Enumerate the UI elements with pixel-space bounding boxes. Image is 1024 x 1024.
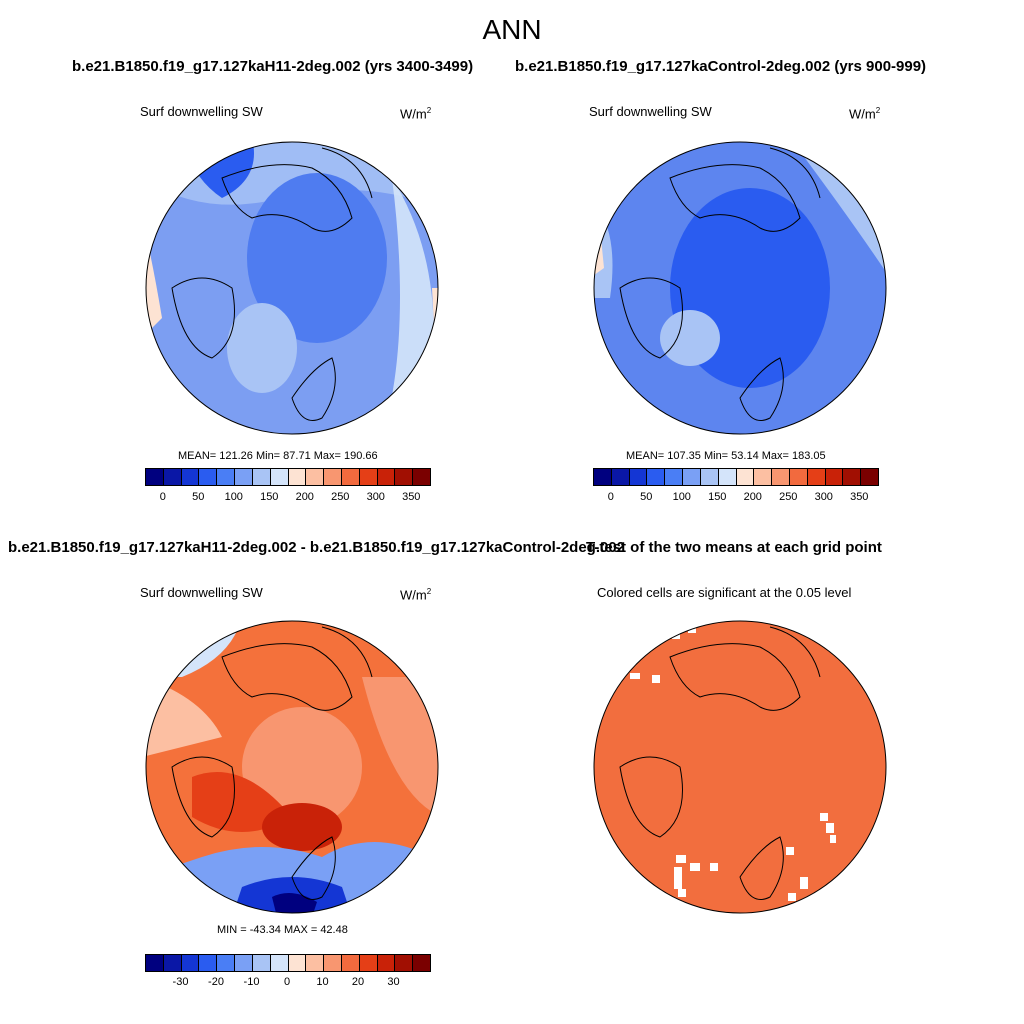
colorbar-tick-label: 150	[708, 491, 727, 503]
control-case-title: b.e21.B1850.f19_g17.127kaControl-2deg.00…	[515, 58, 927, 75]
difference-units-label: W/m2	[400, 587, 432, 603]
colorbar-cell	[395, 469, 414, 485]
colorbar-cell	[377, 469, 396, 485]
colorbar-cell	[594, 469, 612, 485]
colorbar-tick-label: -20	[208, 976, 224, 988]
colorbar-cell	[235, 955, 253, 971]
colorbar-tick-label: 300	[366, 491, 385, 503]
colorbar-cell	[146, 469, 164, 485]
colorbar-cell	[736, 469, 755, 485]
colorbar-tick-label: 100	[224, 491, 243, 503]
colorbar-cell	[825, 469, 844, 485]
control-stats: MEAN= 107.35 Min= 53.14 Max= 183.05	[626, 450, 826, 462]
colorbar-tick-label: 30	[387, 976, 400, 988]
colorbar-tick-label: 300	[814, 491, 833, 503]
colorbar-tick-label: 350	[850, 491, 869, 503]
colorbar-cell	[146, 955, 164, 971]
colorbar-tick-label: 0	[283, 976, 291, 988]
colorbar-tick-label: 250	[779, 491, 798, 503]
colorbar-cell	[324, 955, 342, 971]
colorbar-tick-label: 50	[640, 491, 653, 503]
test-stats: MEAN= 121.26 Min= 87.71 Max= 190.66	[178, 450, 378, 462]
test-colorbar-ticks: 0 50 100 150 200 250 300 350	[145, 491, 429, 505]
colorbar-cell	[718, 469, 737, 485]
colorbar-cell	[665, 469, 684, 485]
colorbar-cell	[413, 955, 430, 971]
difference-title: b.e21.B1850.f19_g17.127kaH11-2deg.002 - …	[8, 539, 626, 556]
colorbar-cell	[683, 469, 701, 485]
colorbar-cell	[217, 955, 236, 971]
colorbar-tick-label: 0	[159, 491, 166, 503]
colorbar-cell	[306, 469, 325, 485]
colorbar-cell	[700, 469, 719, 485]
colorbar-cell	[772, 469, 790, 485]
colorbar-tick-label: 250	[331, 491, 350, 503]
test-units-label: W/m2	[400, 106, 432, 122]
colorbar-tick-label: 10	[316, 976, 329, 988]
control-colorbar-ticks: 0 50 100 150 200 250 300 350	[593, 491, 877, 505]
colorbar-cell	[341, 955, 360, 971]
figure-title: ANN	[482, 14, 542, 45]
colorbar-cell	[629, 469, 648, 485]
ttest-significance-field	[594, 621, 886, 913]
colorbar-cell	[306, 955, 325, 971]
colorbar-cell	[252, 955, 271, 971]
control-variable-label: Surf downwelling SW	[589, 104, 712, 119]
test-polar-map	[145, 141, 439, 435]
ttest-title: T-test of the two means at each grid poi…	[586, 539, 882, 556]
colorbar-cell	[181, 955, 200, 971]
colorbar-cell	[163, 469, 182, 485]
colorbar-cell	[377, 955, 396, 971]
colorbar-tick-label: -30	[172, 976, 189, 988]
colorbar-cell	[861, 469, 878, 485]
colorbar-cell	[270, 955, 289, 971]
colorbar-cell	[181, 469, 200, 485]
difference-polar-map	[145, 620, 439, 914]
colorbar-tick-label: 150	[260, 491, 279, 503]
colorbar-tick-label: 100	[672, 491, 691, 503]
colorbar-cell	[235, 469, 253, 485]
colorbar-cell	[359, 955, 378, 971]
control-units-label: W/m2	[849, 106, 881, 122]
colorbar-cell	[288, 955, 307, 971]
colorbar-cell	[199, 955, 218, 971]
colorbar-cell	[288, 469, 307, 485]
colorbar-cell	[217, 469, 236, 485]
colorbar-tick-label: 200	[295, 491, 314, 503]
control-polar-map	[593, 141, 887, 435]
ttest-note: Colored cells are significant at the 0.0…	[597, 585, 852, 600]
colorbar-cell	[413, 469, 430, 485]
colorbar-cell	[843, 469, 862, 485]
colorbar-tick-label: -10	[243, 976, 260, 988]
colorbar-cell	[789, 469, 808, 485]
colorbar-cell	[754, 469, 773, 485]
colorbar-cell	[163, 955, 182, 971]
colorbar-cell	[647, 469, 666, 485]
test-case-title: b.e21.B1850.f19_g17.127kaH11-2deg.002 (y…	[72, 58, 474, 75]
colorbar-cell	[252, 469, 271, 485]
colorbar-tick-label: 20	[351, 976, 365, 988]
colorbar-cell	[395, 955, 414, 971]
difference-colorbar	[145, 954, 431, 972]
test-variable-label: Surf downwelling SW	[140, 104, 263, 119]
colorbar-tick-label: 350	[402, 491, 421, 503]
difference-colorbar-ticks: -30 -20 -10 0 10 20 30	[145, 976, 429, 990]
control-colorbar	[593, 468, 879, 486]
colorbar-tick-label: 0	[607, 491, 614, 503]
colorbar-cell	[324, 469, 342, 485]
colorbar-cell	[199, 469, 218, 485]
colorbar-cell	[270, 469, 289, 485]
colorbar-cell	[359, 469, 378, 485]
difference-stats: MIN = -43.34 MAX = 42.48	[217, 924, 348, 936]
test-colorbar	[145, 468, 431, 486]
colorbar-cell	[341, 469, 360, 485]
colorbar-tick-label: 50	[192, 491, 205, 503]
colorbar-cell	[611, 469, 630, 485]
ttest-polar-map	[593, 620, 887, 914]
colorbar-cell	[807, 469, 826, 485]
difference-variable-label: Surf downwelling SW	[140, 585, 263, 600]
colorbar-tick-label: 200	[743, 491, 762, 503]
